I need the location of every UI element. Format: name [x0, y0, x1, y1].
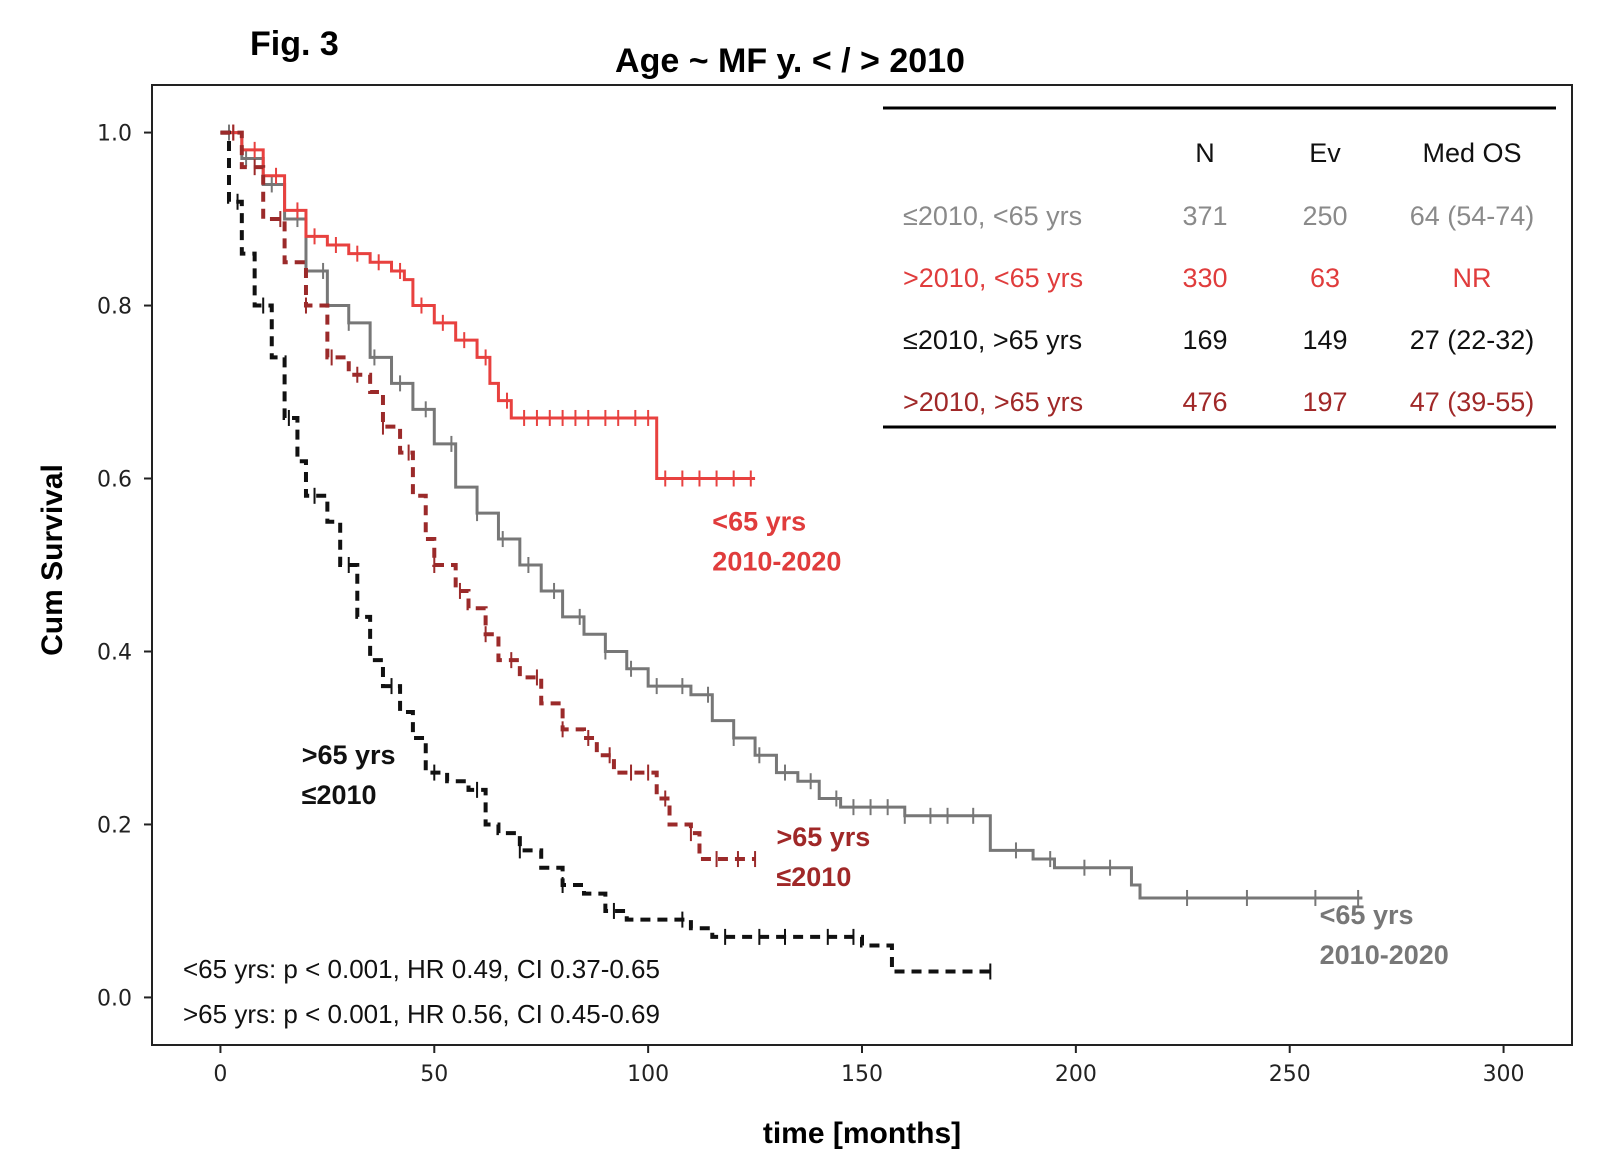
table-header-n: N [1195, 138, 1215, 168]
table-cell-n: 476 [1182, 387, 1227, 417]
y-axis: 0.0 0.2 0.4 0.6 0.8 1.0 [97, 122, 152, 1011]
curve-label-line1: >65 yrs [776, 822, 870, 852]
x-tick-label: 250 [1269, 1062, 1311, 1087]
table-header-ev: Ev [1309, 138, 1341, 168]
table-cell-ev: 63 [1310, 263, 1340, 293]
curve-line-gt2010_lt65 [220, 131, 756, 481]
y-tick-label: 0.6 [97, 468, 132, 493]
curve-label-line2: 2010-2020 [1320, 940, 1449, 970]
table-row: >2010, >65 yrs 476 197 47 (39-55) [903, 387, 1534, 417]
table-cell-n: 169 [1182, 325, 1227, 355]
table-header-med-os: Med OS [1422, 138, 1521, 168]
curve-line-gt2010_gt65 [220, 130, 756, 862]
y-tick-label: 0.4 [97, 640, 132, 665]
curve-le2010_lt65 [220, 124, 1363, 906]
figure-label: Fig. 3 [250, 25, 339, 63]
table-cell-n: 371 [1182, 201, 1227, 231]
curve-label-line2: 2010-2020 [712, 546, 841, 576]
x-tick-label: 300 [1483, 1062, 1525, 1087]
table-cell-group: >2010, >65 yrs [903, 387, 1083, 417]
table-cell-ev: 197 [1302, 387, 1347, 417]
table-cell-ev: 250 [1302, 201, 1347, 231]
curve-label-line1: <65 yrs [712, 506, 806, 536]
table-row: ≤2010, <65 yrs 371 250 64 (54-74) [903, 201, 1534, 231]
x-axis: 0 50 100 150 200 250 300 [213, 1045, 1525, 1087]
curve-label: <65 yrs 2010-2020 [1320, 900, 1449, 970]
curve-label-line1: <65 yrs [1320, 900, 1414, 930]
y-axis-title: Cum Survival [36, 464, 69, 656]
curve-le2010_gt65 [220, 130, 992, 980]
table-cell-med-os: 27 (22-32) [1410, 325, 1535, 355]
x-tick-label: 0 [213, 1062, 227, 1087]
x-tick-label: 150 [841, 1062, 883, 1087]
table-cell-ev: 149 [1302, 325, 1347, 355]
x-tick-label: 50 [420, 1062, 448, 1087]
table-cell-group: ≤2010, >65 yrs [903, 325, 1082, 355]
y-tick-label: 0.0 [97, 986, 132, 1011]
x-tick-label: 200 [1055, 1062, 1097, 1087]
x-tick-label: 100 [627, 1062, 669, 1087]
summary-table: N Ev Med OS ≤2010, <65 yrs 371 250 64 (54-7… [883, 106, 1556, 429]
table-row: ≤2010, >65 yrs 169 149 27 (22-32) [903, 325, 1534, 355]
curve-line-le2010_gt65 [220, 130, 991, 974]
y-tick-label: 1.0 [97, 122, 132, 147]
y-tick-label: 0.8 [97, 295, 132, 320]
curve-line-le2010_lt65 [220, 131, 1363, 900]
table-row: >2010, <65 yrs 330 63 NR [903, 263, 1492, 293]
chart-title: Age ~ MF y. < / > 2010 [615, 42, 965, 80]
table-cell-med-os: 47 (39-55) [1410, 387, 1535, 417]
curve-labels: <65 yrs 2010-2020 >65 yrs ≤2010 >65 yrs ≤2010… [302, 506, 1449, 970]
table-cell-group: ≤2010, <65 yrs [903, 201, 1082, 231]
curve-label-line2: ≤2010 [776, 862, 851, 892]
table-cell-med-os: NR [1453, 263, 1492, 293]
curve-label: >65 yrs ≤2010 [302, 740, 396, 810]
curve-label: <65 yrs 2010-2020 [712, 506, 841, 576]
table-body: ≤2010, <65 yrs 371 250 64 (54-74) >2010, <65… [903, 201, 1534, 417]
curve-gt2010_lt65 [220, 124, 756, 487]
survival-curves [220, 124, 1363, 980]
x-axis-title: time [months] [763, 1117, 961, 1150]
stats-line-under65: <65 yrs: p < 0.001, HR 0.49, CI 0.37-0.6… [183, 954, 660, 984]
y-tick-label: 0.2 [97, 813, 132, 838]
table-cell-n: 330 [1182, 263, 1227, 293]
table-cell-med-os: 64 (54-74) [1410, 201, 1535, 231]
stats-line-over65: >65 yrs: p < 0.001, HR 0.56, CI 0.45-0.6… [183, 999, 660, 1029]
curve-label-line2: ≤2010 [302, 780, 377, 810]
curve-gt2010_gt65 [220, 124, 757, 868]
curve-label-line1: >65 yrs [302, 740, 396, 770]
curve-label: >65 yrs ≤2010 [776, 822, 870, 892]
table-cell-group: >2010, <65 yrs [903, 263, 1083, 293]
